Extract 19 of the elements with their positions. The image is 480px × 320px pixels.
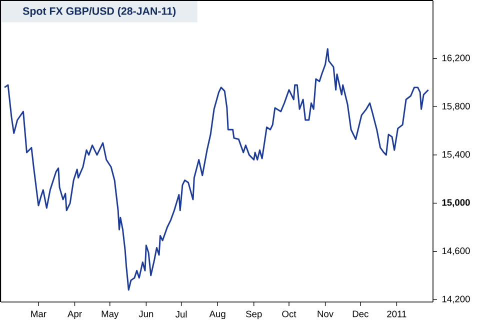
y-tick-label: 14,600 — [442, 248, 470, 256]
y-tick-label: 15,000 — [442, 199, 470, 208]
text: Spot FX GBP/USD (28-JAN-11) — [22, 7, 176, 17]
x-tick-label: Oct — [282, 310, 296, 318]
x-tick-label: Nov — [318, 310, 334, 318]
x-tick-label: Dec — [352, 310, 368, 318]
y-tick-label: 16,200 — [442, 54, 470, 62]
x-tick-label: Mar — [31, 310, 46, 318]
x-tick-label: Aug — [209, 310, 226, 320]
y-tick-label: 15,800 — [442, 102, 470, 111]
y-tick-label: 15,400 — [442, 151, 470, 159]
x-tick-label: Apr — [68, 310, 82, 320]
y-tick-label: 14,200 — [442, 296, 470, 304]
x-tick-label: May — [102, 310, 119, 320]
line-series — [4, 48, 430, 291]
x-tick-label: 2011 — [387, 310, 406, 318]
x-tick-label: Jul — [175, 310, 187, 318]
x-tick-label: Sep — [246, 310, 262, 320]
x-tick-label: Jun — [138, 310, 154, 318]
